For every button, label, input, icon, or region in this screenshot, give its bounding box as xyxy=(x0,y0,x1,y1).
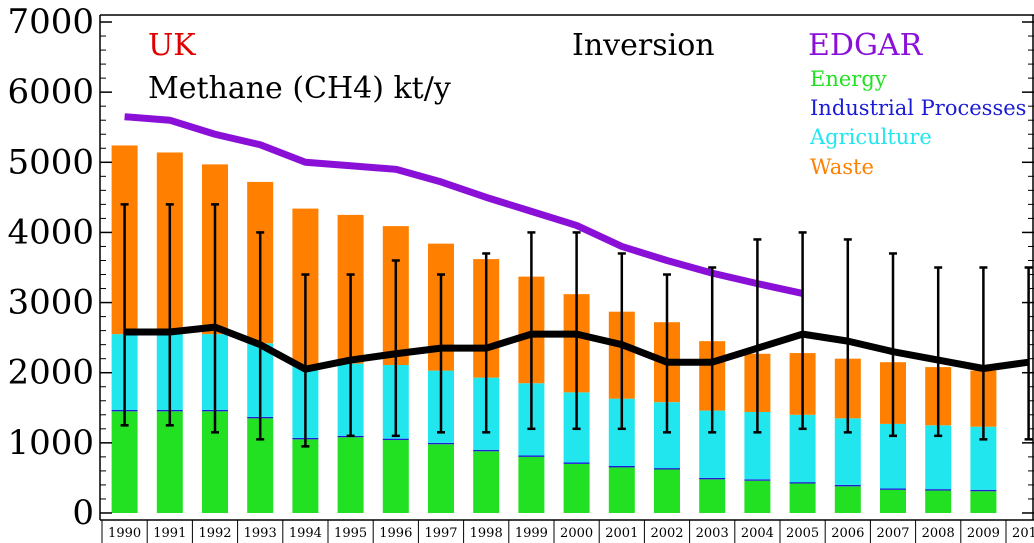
legend: UK Methane (CH4) kt/y Inversion EDGAR En… xyxy=(148,28,1026,179)
bar-energy-1995 xyxy=(337,437,364,513)
bar-energy-2009 xyxy=(970,491,997,513)
y-tick-label-2000: 2000 xyxy=(7,353,94,393)
bar-industrial-processes-2009 xyxy=(970,489,997,492)
bar-energy-1996 xyxy=(382,440,409,513)
x-tick-label-2008: 2008 xyxy=(922,526,955,541)
legend-energy: Energy xyxy=(810,67,887,91)
y-tick-label-4000: 4000 xyxy=(7,212,94,252)
bar-industrial-processes-1997 xyxy=(428,442,454,445)
axes: 0 1000 2000 3000 4000 5000 6000 7000 1990 1991 199… xyxy=(7,2,1034,543)
x-tick-label-1993: 1993 xyxy=(244,526,277,541)
y-tick-label-6000: 6000 xyxy=(7,72,94,112)
x-tick-label-2001: 2001 xyxy=(605,526,638,541)
y-tick-label-3000: 3000 xyxy=(7,283,94,323)
legend-waste: Waste xyxy=(810,155,874,179)
bar-energy-2004 xyxy=(744,480,771,513)
bar-energy-1990 xyxy=(111,411,138,513)
bar-industrial-processes-2000 xyxy=(563,462,590,464)
bar-energy-2006 xyxy=(834,486,861,513)
bar-industrial-processes-2008 xyxy=(925,489,952,491)
bar-industrial-processes-1996 xyxy=(382,438,409,441)
bar-energy-2000 xyxy=(563,463,590,513)
x-tick-label-1996: 1996 xyxy=(379,526,412,541)
bar-energy-1994 xyxy=(292,439,319,513)
bar-industrial-processes-2003 xyxy=(699,477,726,480)
x-tick-label-1990: 1990 xyxy=(108,526,141,541)
x-tick-label-1998: 1998 xyxy=(470,526,503,541)
legend-industrial: Industrial Processes xyxy=(810,96,1026,120)
x-tick-label-1991: 1991 xyxy=(153,526,186,541)
edgar-series-line xyxy=(124,113,804,297)
stacked-bars xyxy=(111,145,997,513)
bar-industrial-processes-2001 xyxy=(608,465,635,468)
bar-energy-2002 xyxy=(654,469,680,513)
bar-energy-1999 xyxy=(518,456,545,513)
inversion-series-line xyxy=(124,323,1030,373)
x-tick-label-2005: 2005 xyxy=(786,526,819,541)
bar-energy-2001 xyxy=(608,467,635,513)
bar-industrial-processes-1998 xyxy=(473,449,500,452)
inversion-line-group xyxy=(124,323,1030,373)
y-tick-label-7000: 7000 xyxy=(7,2,94,42)
bar-energy-2007 xyxy=(880,489,906,513)
x-tick-label-2006: 2006 xyxy=(831,526,864,541)
legend-agriculture: Agriculture xyxy=(809,125,932,149)
bar-energy-2003 xyxy=(699,479,726,513)
x-tick-label-2009: 2009 xyxy=(967,526,1000,541)
x-tick-label-2010: 2010 xyxy=(1012,526,1034,541)
bar-industrial-processes-2002 xyxy=(654,468,680,470)
legend-inversion: Inversion xyxy=(572,28,715,63)
x-tick-label-2002: 2002 xyxy=(650,526,683,541)
x-tick-label-1997: 1997 xyxy=(424,526,457,541)
legend-edgar: EDGAR xyxy=(808,28,924,63)
x-tick-label-2007: 2007 xyxy=(876,526,909,541)
x-tick-label-1994: 1994 xyxy=(289,526,322,541)
legend-region-title: UK xyxy=(148,28,196,63)
edgar-line-group xyxy=(124,113,804,297)
bar-energy-2008 xyxy=(925,490,952,513)
legend-quantity-title: Methane (CH4) kt/y xyxy=(148,71,451,106)
bar-energy-1997 xyxy=(428,444,454,513)
y-tick-label-0: 0 xyxy=(72,493,94,533)
x-tick-label-1999: 1999 xyxy=(515,526,548,541)
x-tick-label-2004: 2004 xyxy=(741,526,774,541)
inversion-errorbars xyxy=(120,203,1033,448)
bar-industrial-processes-2007 xyxy=(880,488,906,490)
bar-industrial-processes-2004 xyxy=(744,479,771,481)
y-tick-label-1000: 1000 xyxy=(7,423,94,463)
bar-energy-1991 xyxy=(156,411,183,513)
y-tick-label-5000: 5000 xyxy=(7,142,94,182)
bar-energy-1998 xyxy=(473,451,500,513)
x-tick-label-2000: 2000 xyxy=(560,526,593,541)
bar-industrial-processes-2005 xyxy=(789,482,816,484)
bar-industrial-processes-1999 xyxy=(518,455,545,457)
x-tick-label-1992: 1992 xyxy=(198,526,231,541)
bar-energy-2005 xyxy=(789,483,816,513)
x-tick-label-2003: 2003 xyxy=(696,526,729,541)
bar-industrial-processes-2006 xyxy=(834,484,861,487)
x-tick-label-1995: 1995 xyxy=(334,526,367,541)
